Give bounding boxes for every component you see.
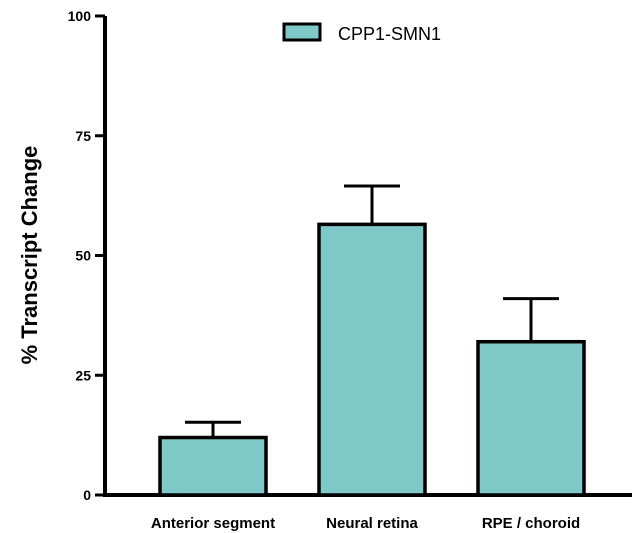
bar — [476, 339, 586, 497]
y-axis-title: % Transcript Change — [17, 146, 42, 365]
legend-swatch — [282, 22, 322, 42]
bar — [158, 435, 268, 497]
bar — [317, 222, 427, 497]
y-tick-label: 100 — [68, 8, 92, 24]
plot-area: 0 25 50 75 100 Anterior segment Neural retina R… — [68, 8, 632, 532]
y-tick-label: 25 — [75, 367, 91, 383]
legend: CPP1-SMN1 — [282, 22, 441, 44]
x-tick-label: Anterior segment — [151, 515, 275, 532]
legend-label: CPP1-SMN1 — [338, 24, 441, 44]
y-tick-label: 75 — [75, 128, 91, 144]
y-tick-label: 0 — [83, 487, 91, 503]
x-tick-label: Neural retina — [326, 515, 418, 532]
y-tick-label: 50 — [75, 248, 91, 264]
x-tick-label: RPE / choroid — [482, 515, 580, 532]
